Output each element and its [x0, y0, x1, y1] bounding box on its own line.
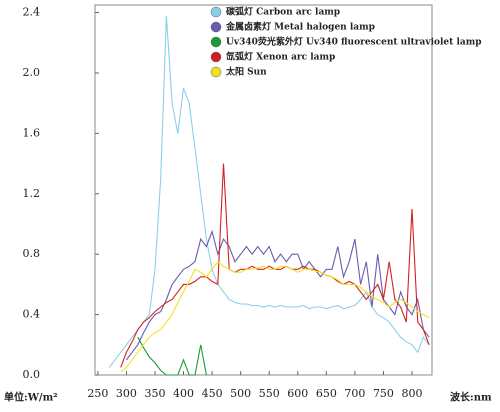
- x-tick-label: 350: [144, 387, 165, 400]
- series-line: [108, 15, 430, 368]
- series-line: [120, 260, 430, 373]
- legend-swatch: [210, 51, 222, 63]
- series-line: [125, 229, 430, 361]
- x-tick-label: 550: [259, 387, 280, 400]
- y-tick-label: 2.4: [23, 6, 41, 19]
- y-tick-label: 0.4: [23, 308, 41, 321]
- legend-label: 碳弧灯 Carbon arc lamp: [226, 6, 340, 18]
- legend-label: 金属卤素灯 Metal halogen lamp: [225, 21, 375, 33]
- legend-label: 太阳 Sun: [225, 66, 267, 78]
- x-tick-label: 650: [316, 387, 337, 400]
- series-line: [137, 336, 207, 376]
- legend-swatch: [210, 36, 222, 48]
- y-tick-label: 1.2: [23, 187, 41, 200]
- y-tick-label: 0.8: [23, 247, 41, 260]
- x-tick-label: 800: [402, 387, 423, 400]
- x-tick-label: 400: [173, 387, 194, 400]
- legend-swatch: [210, 66, 222, 78]
- y-tick-label: 0.0: [23, 368, 41, 381]
- x-tick-label: 500: [230, 387, 251, 400]
- x-tick-label: 450: [202, 387, 223, 400]
- x-tick-label: 700: [344, 387, 365, 400]
- x-tick-label: 750: [373, 387, 394, 400]
- x-tick-label: 250: [87, 387, 108, 400]
- y-tick-label: 2.0: [23, 66, 41, 79]
- x-unit-label: 波长:nm: [450, 391, 492, 404]
- plot-frame: [94, 4, 433, 376]
- legend-label: 氙弧灯 Xenon arc lamp: [226, 51, 335, 63]
- legend-swatch: [210, 6, 222, 18]
- y-tick-label: 1.6: [23, 126, 41, 139]
- x-tick-label: 600: [287, 387, 308, 400]
- legend-swatch: [210, 21, 222, 33]
- x-tick-label: 300: [116, 387, 137, 400]
- y-unit-label: 单位:W/m²: [4, 391, 58, 404]
- legend-label: Uv340荧光紫外灯 Uv340 fluorescent ultraviolet…: [226, 36, 482, 48]
